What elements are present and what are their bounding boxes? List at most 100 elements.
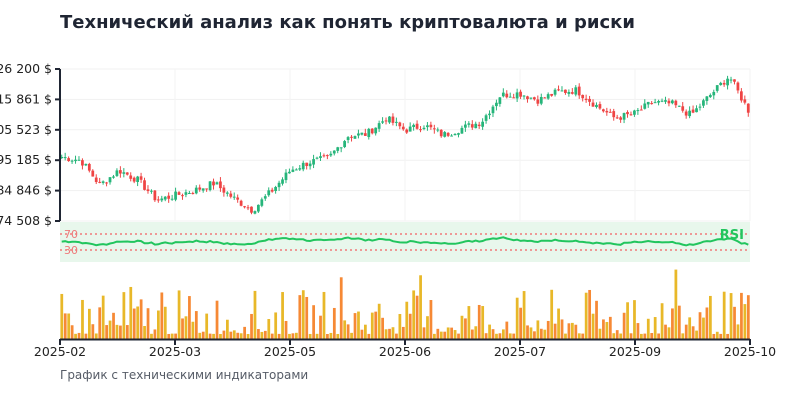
x-tick-label: 2025-10 [724,344,776,359]
volume-bar [332,307,336,339]
candle-body [591,102,595,107]
volume-bar [640,333,643,339]
volume-bar [598,328,602,339]
candle-body [350,136,353,138]
candle-body [453,133,457,136]
candle-body [601,109,605,112]
volume-bar [695,330,698,339]
candle-body [194,187,198,194]
candle-body [370,128,374,134]
volume-bar [384,329,388,339]
candle-body [384,120,388,122]
candle-body [612,111,616,118]
volume-bar [374,311,378,339]
candle-body [394,121,398,123]
volume-bar [194,311,198,339]
candle-body [746,103,750,113]
volume-bar [398,313,402,339]
volume-bar [263,330,267,339]
candle-body [677,105,681,107]
candle-body [626,112,629,115]
candle-body [470,124,474,128]
volume-bar [439,331,443,339]
candle-body [615,117,619,119]
candle-body [94,177,98,183]
candle-body [536,99,540,104]
x-tick-label: 2025-06 [379,344,431,359]
candle-body [643,103,647,109]
candle-body [532,97,536,100]
candle-body [443,132,447,137]
candle-body [201,188,205,191]
candle-body [115,170,119,176]
volume-bar [650,333,654,339]
candle-body [108,177,112,183]
candle-body [657,100,660,103]
candle-body [439,129,443,137]
volume-bar [736,324,740,339]
candle-body [598,104,602,109]
candle-body [288,171,291,174]
x-tick-label: 2025-09 [609,344,661,359]
volume-bar [81,299,84,339]
volume-bar [160,292,164,339]
candle-body [639,109,643,111]
volume-bar [308,333,312,339]
candle-body [605,110,609,113]
volume-bar [74,333,77,339]
rsi-level-label: 30 [64,244,78,257]
volume-bar [360,329,364,339]
candle-body [691,109,695,113]
candle-body [205,188,209,190]
candle-body [305,162,309,167]
volume-bar [702,317,705,339]
volume-bar [453,330,457,339]
x-tick-label: 2025-02 [34,344,86,359]
candle-body [629,114,633,116]
candle-body [236,197,240,200]
volume-bar [270,333,274,339]
candle-body [519,91,522,97]
candle-body [308,163,312,167]
y-tick-label: 74 508 $ [0,213,52,228]
volume-bar [591,313,595,339]
volume-bar [94,333,98,339]
volume-bar [715,331,719,339]
volume-bar [277,333,281,339]
candle-body [332,150,336,154]
volume-bar [319,315,322,339]
candle-body [408,126,412,132]
candle-body [429,124,433,128]
volume-bar [298,295,302,339]
candle-body [156,199,160,201]
volume-bar [657,333,661,339]
candle-body [688,110,692,117]
candle-body [343,141,347,148]
candle-body [139,176,143,180]
candle-body [401,126,405,130]
candle-body [277,182,281,188]
candle-body [270,189,274,192]
rsi-label: RSI [720,228,744,243]
volume-bar [743,304,747,339]
x-tick-label: 2025-05 [264,344,316,359]
volume-bar [484,333,488,339]
candle-body [143,180,146,190]
volume-bar [77,332,81,339]
volume-bar [560,319,564,339]
candle-body [650,103,654,105]
candle-body [377,123,381,129]
candle-body [229,193,233,197]
candle-body [281,179,284,184]
candle-body [463,124,467,128]
volume-bar [595,300,598,339]
candle-body [557,89,560,91]
candle-body [660,100,664,102]
candle-body [522,95,526,97]
candle-body [570,92,574,94]
volume-bar [222,330,226,339]
candle-body [636,110,640,112]
candle-body [595,104,598,108]
candle-body [312,159,315,165]
volume-bar [326,333,329,339]
